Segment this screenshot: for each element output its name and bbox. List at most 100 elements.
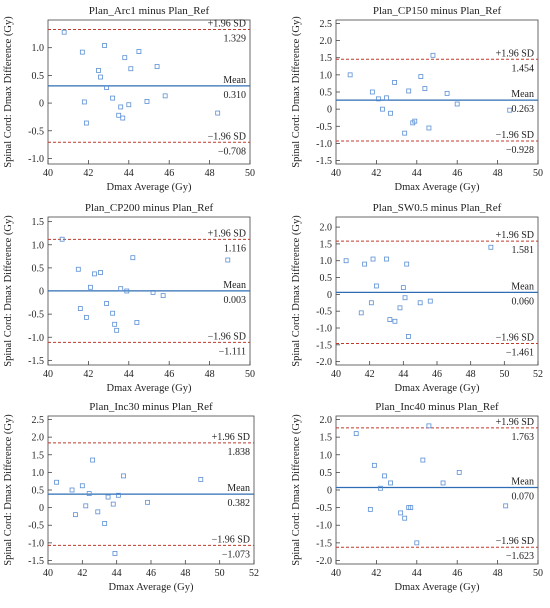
data-point: [507, 107, 513, 113]
x-tick-label: 44: [124, 168, 134, 179]
data-point: [124, 288, 130, 294]
x-tick-label: 42: [365, 369, 375, 380]
mean-line-value: 0.060: [512, 296, 535, 307]
data-point: [347, 72, 353, 78]
y-tick-label: 1.5: [32, 450, 45, 461]
data-point: [115, 492, 121, 498]
upper-line-label: +1.96 SD: [496, 230, 534, 241]
y-tick-label: 1.0: [320, 450, 333, 461]
data-point: [225, 257, 231, 263]
x-tick-label: 40: [43, 168, 53, 179]
y-tick-label: -1.0: [316, 324, 332, 335]
y-tick-label: -0.5: [316, 307, 332, 318]
data-point: [384, 256, 389, 262]
data-point: [162, 93, 168, 99]
y-tick-label: -1.0: [316, 521, 332, 532]
data-point: [92, 271, 97, 277]
data-point: [61, 29, 67, 35]
data-point: [402, 515, 408, 521]
data-point: [121, 473, 126, 479]
data-point: [59, 236, 65, 242]
data-point: [378, 485, 383, 491]
y-tick-label: -1.0: [28, 154, 44, 165]
y-tick-label: 0: [39, 287, 44, 298]
data-point: [105, 494, 111, 500]
panel-arc1: Plan_Arc1 minus Plan_Ref 40 42 44 46 48 50 -1.0…: [3, 5, 255, 193]
y-tick-label: 2.0: [32, 433, 45, 444]
data-point: [81, 99, 87, 105]
chart-title: Plan_Inc30 minus Plan_Ref: [89, 401, 213, 413]
panel-cp200: Plan_CP200 minus Plan_Ref 40 42 44 46 48 50 -1.…: [3, 202, 255, 394]
data-point: [79, 49, 85, 55]
data-point: [369, 89, 375, 95]
mean-line-label: Mean: [223, 280, 246, 291]
y-tick-label: 0: [39, 503, 44, 514]
y-tick-label: 0.5: [320, 273, 333, 284]
y-tick-label: 0: [327, 486, 332, 497]
data-point: [388, 110, 393, 116]
lower-line-value: −1.461: [506, 348, 534, 359]
y-tick-label: 1.5: [32, 217, 45, 228]
x-axis-label: Dmax Average (Gy): [109, 582, 194, 593]
x-tick-label: 46: [146, 568, 156, 579]
y-tick-label: -1.5: [28, 556, 44, 567]
y-tick-label: 1.0: [32, 43, 45, 54]
upper-line-value: 1.329: [224, 33, 247, 44]
data-point: [456, 469, 462, 475]
data-point: [112, 551, 118, 556]
mean-line-value: 0.003: [224, 295, 247, 306]
data-point: [370, 256, 376, 262]
y-tick-label: 1.0: [320, 256, 333, 267]
x-tick-label: 48: [493, 568, 503, 579]
x-tick-label: 48: [205, 168, 215, 179]
data-point: [98, 270, 103, 275]
data-point: [488, 244, 494, 250]
data-point: [79, 483, 85, 489]
x-tick-label: 46: [452, 168, 462, 179]
mean-line-value: 0.070: [512, 492, 535, 503]
data-point: [454, 101, 460, 107]
y-tick-label: -1.0: [28, 538, 44, 549]
data-point: [102, 43, 107, 48]
data-point: [362, 261, 368, 267]
data-point: [405, 334, 411, 339]
y-tick-label: -2.0: [316, 357, 332, 368]
data-point: [358, 310, 364, 316]
data-point: [387, 317, 393, 322]
x-tick-label: 46: [452, 568, 462, 579]
lower-line-label: −1.96 SD: [496, 130, 534, 141]
data-point: [104, 301, 109, 306]
y-axis-label: Spinal Cord: Dmax Difference (Gy): [291, 414, 302, 566]
data-point: [418, 74, 424, 79]
x-axis-label: Dmax Average (Gy): [395, 383, 480, 394]
data-point: [110, 501, 116, 507]
x-tick-label: 42: [371, 168, 381, 179]
x-tick-label: 48: [466, 369, 476, 380]
x-tick-label: 40: [331, 568, 341, 579]
y-tick-label: -0.5: [28, 310, 44, 321]
lower-line-value: −1.073: [222, 549, 250, 560]
upper-line-value: 1.116: [224, 243, 246, 254]
y-tick-label: -1.5: [316, 538, 332, 549]
upper-line-label: +1.96 SD: [496, 417, 534, 428]
data-point: [77, 306, 83, 311]
lower-line-label: −1.96 SD: [496, 333, 534, 344]
data-point: [388, 480, 393, 486]
y-tick-label: -0.5: [28, 521, 44, 532]
chart-title: Plan_Inc40 minus Plan_Ref: [375, 401, 499, 413]
upper-line-value: 1.581: [512, 245, 535, 256]
x-tick-label: 50: [245, 369, 255, 380]
chart-title: Plan_SW0.5 minus Plan_Ref: [373, 202, 502, 214]
data-point: [402, 130, 408, 136]
data-point: [83, 314, 89, 320]
x-tick-label: 48: [205, 369, 215, 380]
chart-title: Plan_CP150 minus Plan_Ref: [373, 5, 502, 17]
data-point: [367, 506, 373, 512]
data-point: [343, 258, 349, 264]
y-tick-label: 0: [39, 99, 44, 110]
chart-title: Plan_Arc1 minus Plan_Ref: [89, 5, 210, 17]
y-tick-label: -0.5: [28, 126, 44, 137]
y-tick-label: 0.5: [320, 88, 333, 99]
data-point: [373, 283, 379, 289]
